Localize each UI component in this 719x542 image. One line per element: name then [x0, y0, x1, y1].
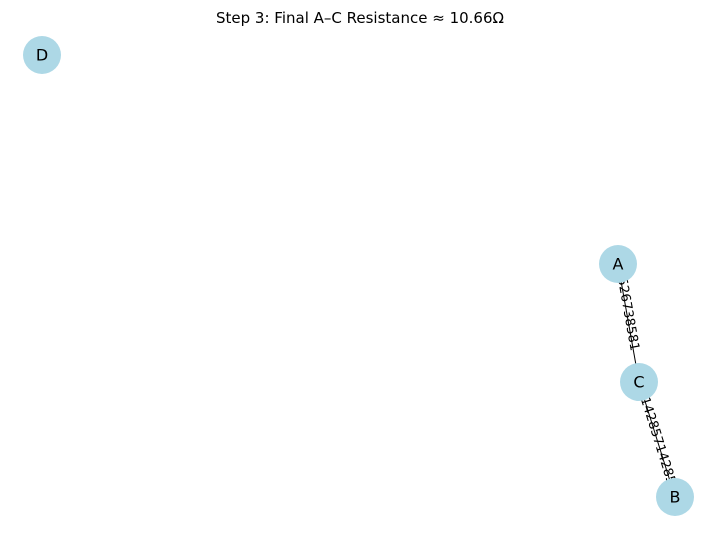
nodes-layer: D A C B [23, 36, 694, 516]
node-a: A [599, 245, 637, 283]
node-d: D [23, 36, 61, 74]
edge-c-b [638, 381, 676, 498]
node-d-circle [23, 36, 61, 74]
node-d-label: D [36, 46, 48, 65]
node-b: B [656, 478, 694, 516]
node-c-label: C [633, 373, 644, 392]
node-c-circle [620, 363, 658, 401]
node-a-label: A [613, 255, 624, 274]
node-c: C [620, 363, 658, 401]
node-b-label: B [670, 488, 681, 507]
diagram-title: Step 3: Final A–C Resistance ≈ 10.66Ω [216, 9, 504, 27]
node-b-circle [656, 478, 694, 516]
node-a-circle [599, 245, 637, 283]
edge-a-c [617, 263, 640, 383]
